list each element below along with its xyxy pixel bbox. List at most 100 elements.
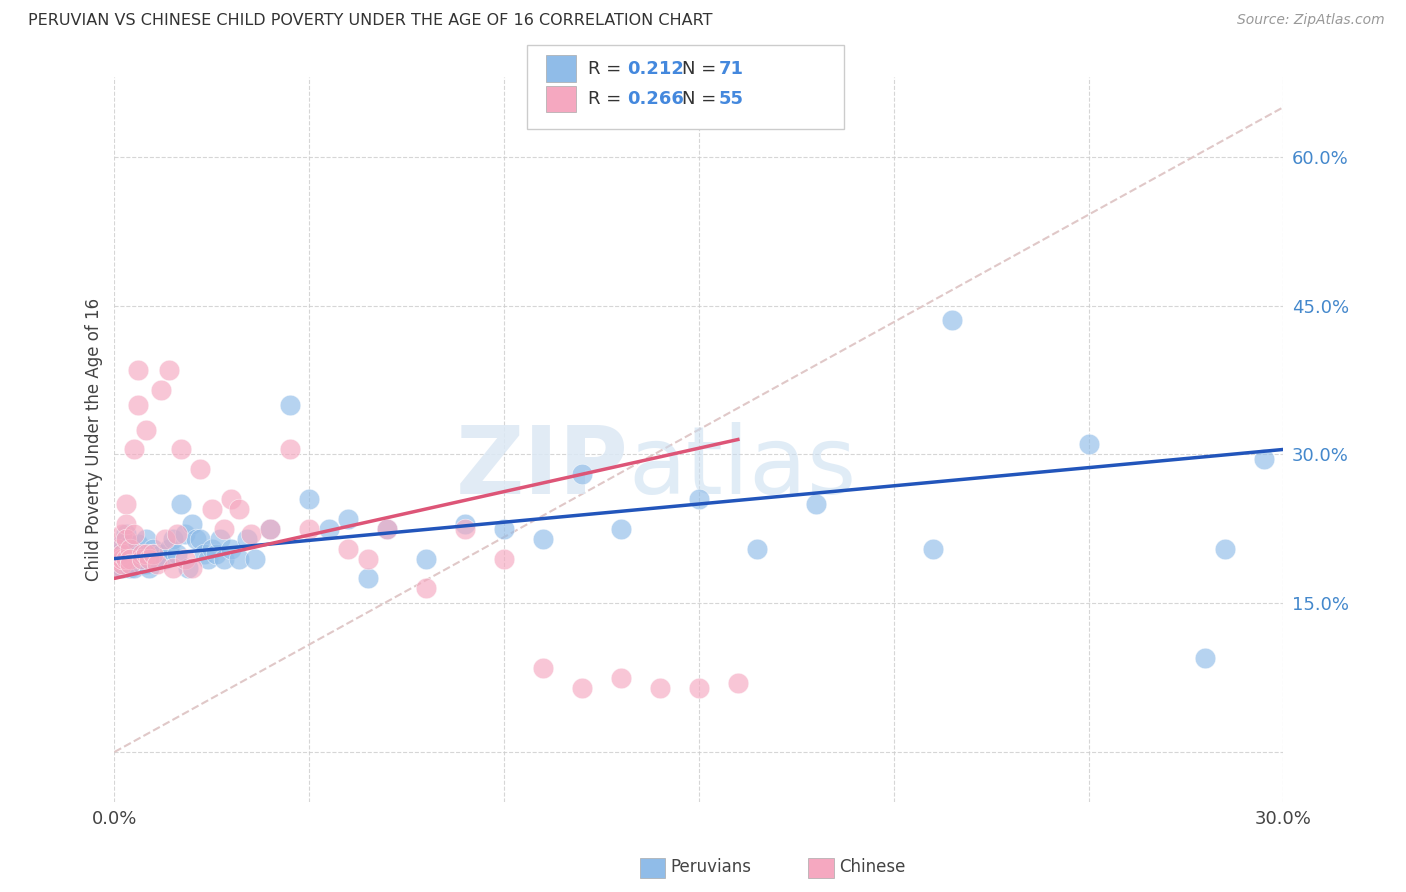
Point [118, 551, 141, 566]
Point [157, 363, 180, 377]
Point [127, 537, 149, 551]
Point [111, 537, 134, 551]
Text: R =: R = [588, 60, 621, 78]
Point [1213, 541, 1236, 556]
Point [107, 547, 129, 561]
Point [122, 541, 145, 556]
Point [804, 497, 827, 511]
Point [375, 522, 398, 536]
Point [115, 551, 138, 566]
Point [727, 675, 749, 690]
Text: Chinese: Chinese [839, 858, 905, 876]
Point [107, 541, 129, 556]
Point [111, 551, 134, 566]
Point [166, 526, 188, 541]
Point [688, 681, 710, 695]
Point [201, 502, 224, 516]
Text: 71: 71 [718, 60, 744, 78]
Point [118, 561, 141, 575]
Point [162, 561, 184, 575]
Point [115, 497, 138, 511]
Text: ZIP: ZIP [456, 423, 628, 515]
Point [531, 661, 554, 675]
Point [115, 516, 138, 531]
Point [127, 551, 149, 566]
Point [131, 557, 153, 571]
Point [494, 522, 516, 536]
Point [236, 532, 259, 546]
Point [415, 582, 437, 596]
Point [318, 522, 340, 536]
Point [1253, 452, 1275, 467]
Point [239, 526, 262, 541]
Point [357, 571, 380, 585]
Point [111, 557, 134, 571]
Point [122, 442, 145, 457]
Point [197, 551, 219, 566]
Point [494, 551, 516, 566]
Point [115, 532, 138, 546]
Text: N =: N = [682, 60, 716, 78]
Point [166, 547, 188, 561]
Point [138, 551, 160, 566]
Point [135, 557, 157, 571]
Point [454, 522, 477, 536]
Point [111, 561, 134, 575]
Point [1077, 437, 1099, 451]
Point [131, 551, 153, 566]
Point [941, 313, 963, 327]
Point [127, 363, 149, 377]
Point [415, 551, 437, 566]
Point [169, 497, 191, 511]
Point [177, 561, 200, 575]
Point [243, 551, 266, 566]
Point [278, 398, 301, 412]
Point [111, 547, 134, 561]
Point [142, 547, 165, 561]
Point [259, 522, 281, 536]
Point [610, 671, 633, 685]
Point [118, 541, 141, 556]
Point [153, 532, 176, 546]
Point [107, 561, 129, 575]
Point [188, 532, 211, 546]
Point [648, 681, 671, 695]
Point [135, 423, 157, 437]
Point [111, 551, 134, 566]
Point [153, 551, 176, 566]
Point [118, 557, 141, 571]
Point [212, 551, 235, 566]
Point [221, 491, 243, 506]
Point [337, 512, 360, 526]
Point [298, 491, 321, 506]
Point [150, 383, 173, 397]
Text: Peruvians: Peruvians [671, 858, 752, 876]
Text: atlas: atlas [628, 423, 858, 515]
Point [115, 551, 138, 566]
Point [115, 526, 138, 541]
Point [169, 442, 191, 457]
Point [122, 526, 145, 541]
Point [193, 547, 215, 561]
Point [150, 547, 173, 561]
Text: R =: R = [588, 90, 621, 108]
Point [107, 551, 129, 566]
Point [138, 561, 160, 575]
Point [921, 541, 943, 556]
Point [221, 541, 243, 556]
Point [142, 541, 165, 556]
Point [135, 532, 157, 546]
Point [531, 532, 554, 546]
Point [157, 541, 180, 556]
Point [131, 547, 153, 561]
Point [201, 541, 224, 556]
Point [571, 681, 593, 695]
Text: N =: N = [682, 90, 716, 108]
Point [173, 526, 195, 541]
Point [181, 561, 204, 575]
Point [111, 547, 134, 561]
Point [204, 547, 226, 561]
Point [747, 541, 769, 556]
Point [188, 462, 211, 476]
Point [337, 541, 360, 556]
